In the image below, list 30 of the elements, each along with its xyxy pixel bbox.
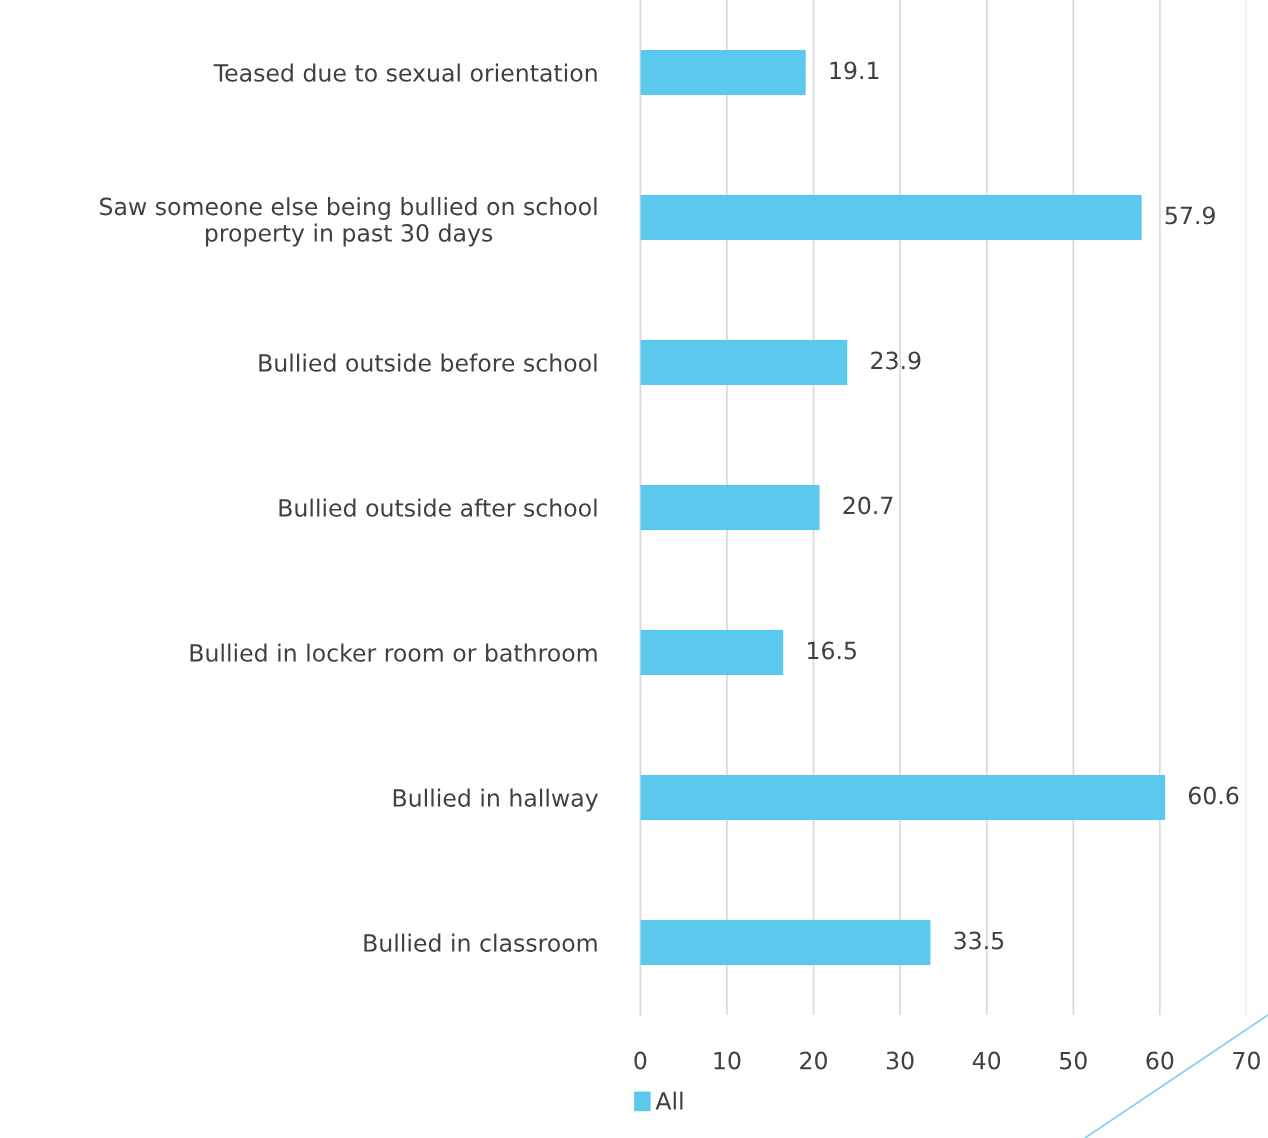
x-tick-label: 30 — [886, 1051, 914, 1070]
data-label: 57.9 — [1165, 206, 1215, 225]
bar — [640, 50, 806, 95]
data-label: 60.6 — [1188, 786, 1239, 805]
legend-label: All — [655, 1091, 683, 1110]
y-tick-label: Bullied outside before school — [259, 353, 597, 372]
y-tick-label: Saw someone else being bullied on school property in past 30 days — [100, 197, 597, 247]
bar — [640, 485, 820, 531]
x-tick-label: 0 — [634, 1051, 647, 1070]
y-tick-label: Bullied in classroom — [364, 933, 597, 952]
x-tick-label: 60 — [1146, 1051, 1174, 1070]
data-label: 33.5 — [954, 931, 1004, 950]
data-label: 23.9 — [871, 351, 921, 370]
x-tick-label: 20 — [800, 1051, 827, 1070]
bar — [640, 630, 784, 676]
y-tick-label: Bullied in hallway — [393, 788, 598, 812]
x-tick-label: 40 — [972, 1051, 1001, 1070]
data-label: 19.1 — [830, 61, 879, 80]
data-label: 20.7 — [843, 496, 893, 515]
y-tick-label: Bullied outside after school — [279, 498, 597, 517]
x-tick-label: 70 — [1233, 1051, 1260, 1070]
bar — [640, 775, 1166, 821]
bar — [640, 195, 1142, 240]
bar — [640, 920, 931, 966]
data-label: 16.5 — [808, 641, 856, 660]
y-tick-label: Teased due to sexual orientation — [213, 63, 597, 82]
x-tick-label: 50 — [1060, 1051, 1087, 1070]
x-tick-label: 10 — [714, 1051, 741, 1070]
y-tick-label: Bullied in locker room or bathroom — [190, 643, 597, 662]
bar — [640, 340, 848, 386]
